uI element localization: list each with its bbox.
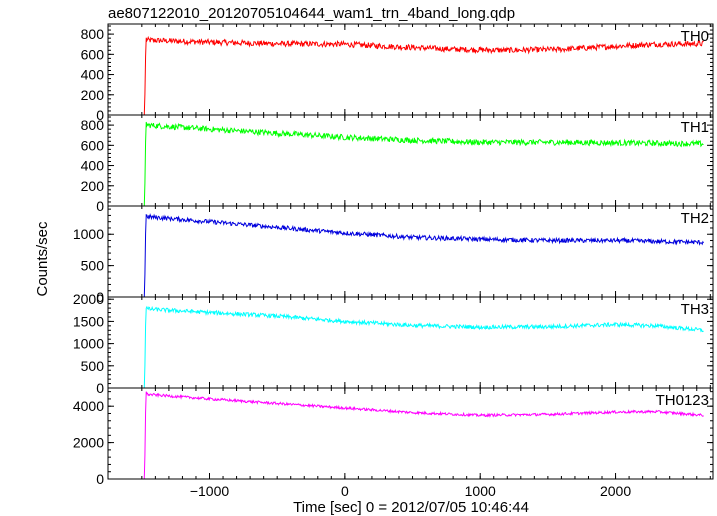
y-tick-label: 500: [81, 358, 105, 374]
series-th0: [143, 35, 704, 115]
panel-label: TH0123: [656, 392, 709, 409]
y-tick-label: 400: [81, 67, 105, 83]
panel-th1: 0 200 400 600 800 TH1: [81, 114, 714, 214]
y-tick-label: 600: [81, 137, 105, 153]
panel-label: TH2: [681, 210, 709, 227]
panel-th2: 0 500 1000 TH2: [73, 205, 714, 305]
y-tick-label: 500: [81, 258, 105, 274]
panel-th3: 0 500 1000 1500 2000 TH3: [73, 291, 714, 396]
panels: 0 200 400 600 800 TH0 0 200 400 600 800 TH1 0 500 1000…: [73, 23, 714, 487]
y-tick-label: 0: [96, 107, 104, 123]
series-th2: [143, 213, 704, 297]
panel-frame: [107, 205, 714, 298]
y-tick-label: 0: [96, 471, 104, 487]
y-tick-label: 600: [81, 46, 105, 62]
panel-th0: 0 200 400 600 800 TH0: [81, 23, 714, 123]
series-th0123: [112, 391, 704, 479]
x-tick-label: 0: [341, 483, 349, 499]
y-tick-label: 200: [81, 87, 105, 103]
y-axis-label: Counts/sec: [34, 221, 51, 297]
panel-th0123: 0 2000 4000 TH0123: [73, 387, 714, 487]
y-tick-label: 2000: [73, 291, 104, 307]
series-th3: [112, 305, 704, 388]
y-tick-label: 800: [81, 117, 105, 133]
y-tick-label: 0: [96, 289, 104, 305]
x-axis: −1000 0 1000 2000: [190, 483, 631, 499]
y-tick-label: 1500: [73, 313, 104, 329]
panel-label: TH1: [681, 119, 709, 136]
y-tick-label: 4000: [73, 398, 104, 414]
x-tick-label: −1000: [190, 483, 230, 499]
panel-frame: [107, 23, 714, 116]
panel-frame: [107, 114, 714, 207]
series-th1: [143, 121, 704, 206]
y-tick-label: 200: [81, 178, 105, 194]
y-tick-label: 800: [81, 26, 105, 42]
x-axis-label: Time [sec] 0 = 2012/07/05 10:46:44: [293, 499, 529, 516]
y-tick-label: 1000: [73, 336, 104, 352]
y-tick-label: 2000: [73, 435, 104, 451]
x-tick-label: 1000: [465, 483, 496, 499]
panel-frame: [107, 387, 714, 480]
y-tick-label: 0: [96, 198, 104, 214]
chart-title: ae807122010_20120705104644_wam1_trn_4ban…: [108, 5, 515, 22]
y-tick-label: 0: [96, 380, 104, 396]
y-tick-label: 1000: [73, 226, 104, 242]
panel-label: TH0: [681, 28, 709, 45]
panel-label: TH3: [681, 301, 709, 318]
y-tick-label: 400: [81, 158, 105, 174]
x-tick-label: 2000: [600, 483, 631, 499]
